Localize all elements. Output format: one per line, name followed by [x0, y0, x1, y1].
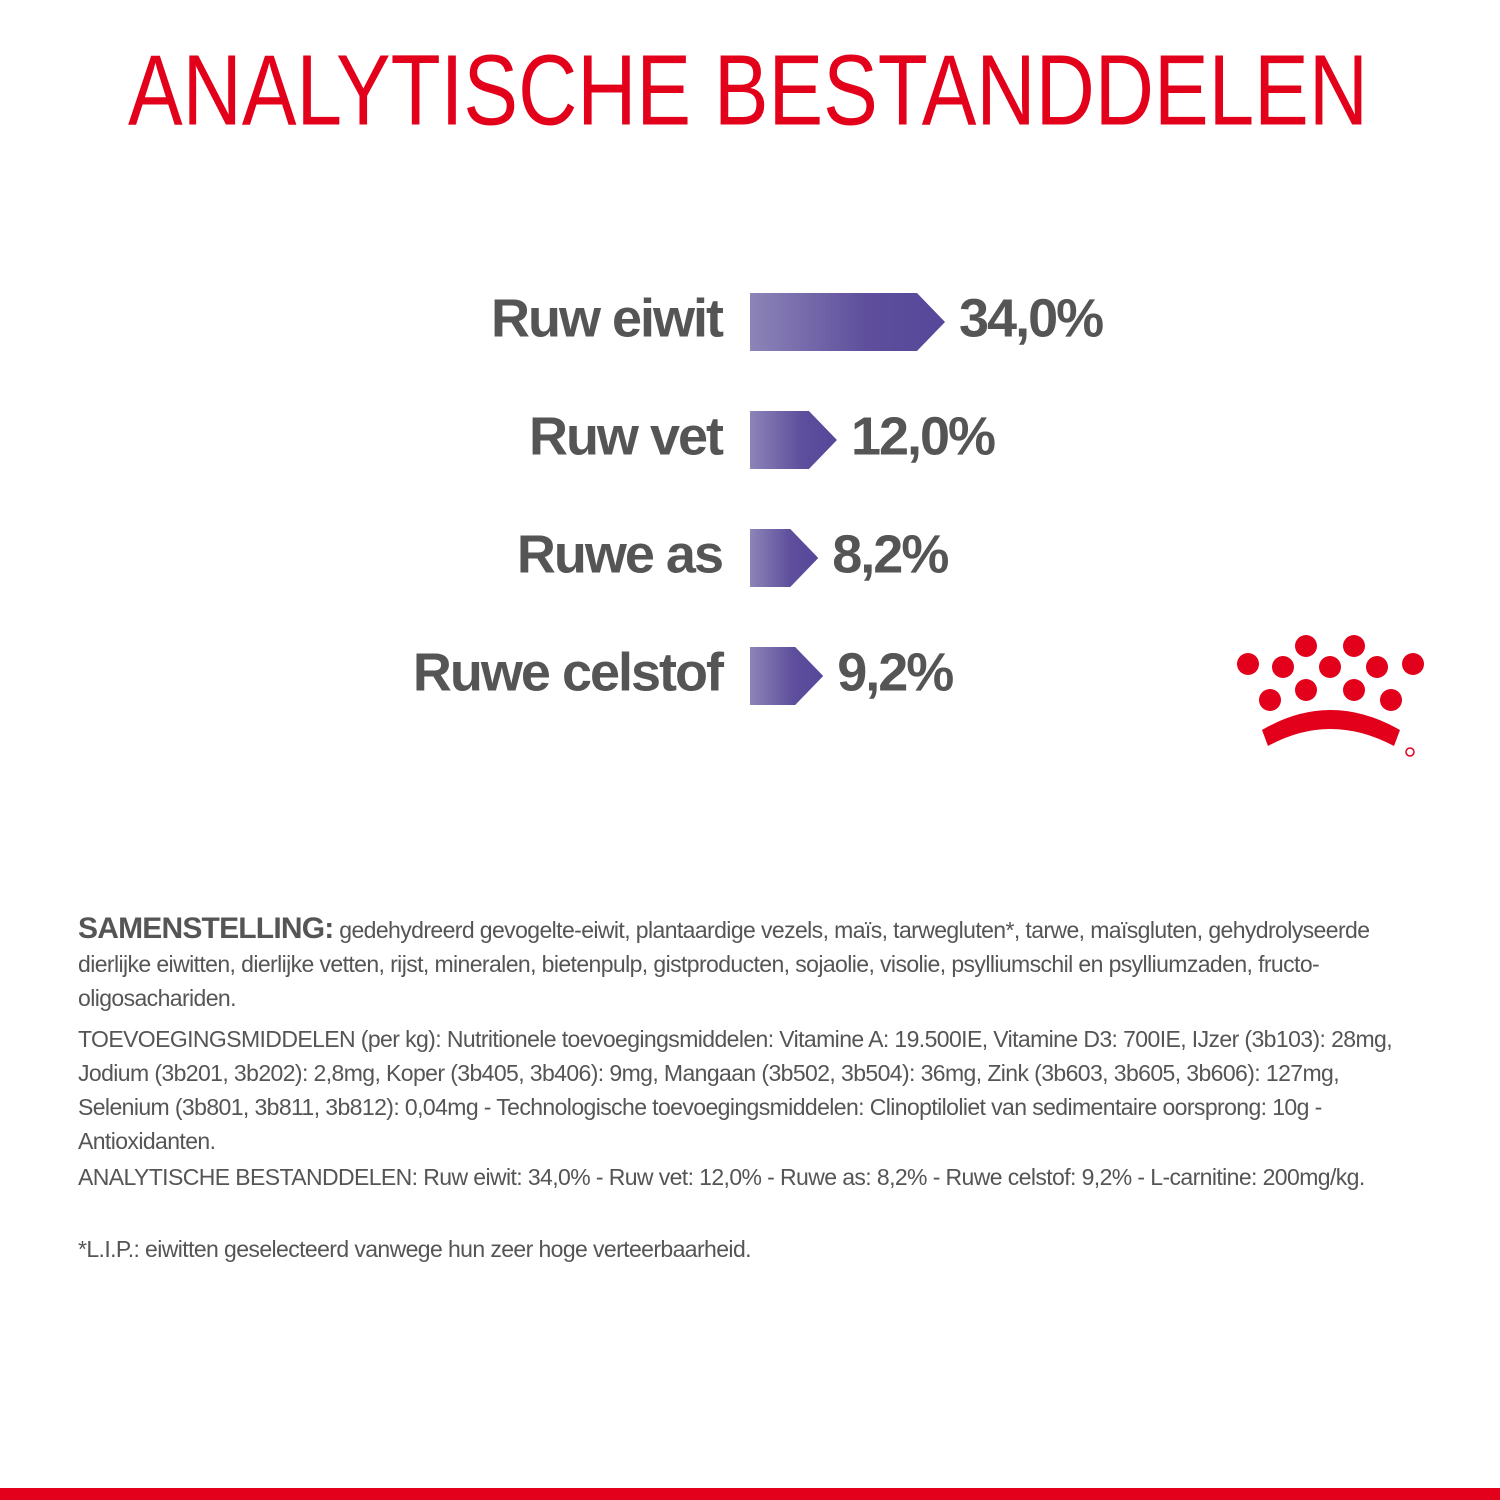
bottom-stripe — [0, 1488, 1500, 1500]
category-label: Ruwe celstof — [413, 642, 725, 702]
value-label: 8,2% — [832, 524, 948, 584]
composition: SAMENSTELLING: gedehydreerd gevogelte-ei… — [78, 912, 1423, 1015]
footnote: *L.I.P.: eiwitten geselecteerd vanwege h… — [78, 1236, 752, 1262]
category-label: Ruwe as — [517, 524, 722, 584]
bar — [750, 647, 824, 705]
chart-title: ANALYTISCHE BESTANDDELEN — [128, 34, 1368, 146]
composition-label: SAMENSTELLING: — [78, 912, 334, 945]
value-label: 12,0% — [851, 406, 995, 466]
logo — [1237, 635, 1424, 757]
category-label: Ruw vet — [529, 406, 724, 466]
composition-text: gedehydreerd gevogelte-eiwit, plantaardi… — [78, 917, 1370, 1011]
value-label: 9,2% — [837, 642, 953, 702]
bar — [750, 411, 837, 469]
additives: TOEVOEGINGSMIDDELEN (per kg): Nutritione… — [78, 1026, 1393, 1154]
category-label: Ruw eiwit — [491, 288, 724, 348]
value-label: 34,0% — [959, 288, 1103, 348]
bar — [750, 529, 819, 587]
analytical: ANALYTISCHE BESTANDDELEN: Ruw eiwit: 34,… — [78, 1164, 1365, 1190]
bar — [750, 293, 945, 351]
